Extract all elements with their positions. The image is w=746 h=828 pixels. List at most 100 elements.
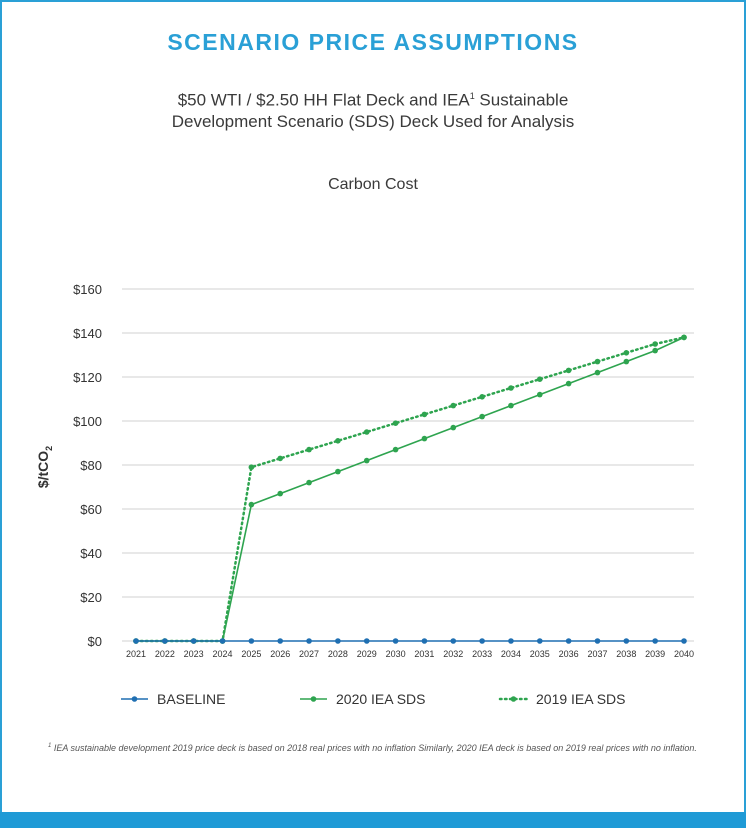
data-point [508, 385, 514, 391]
x-tick-label: 2035 [530, 649, 550, 659]
gridlines [122, 288, 694, 642]
y-tick-label: $60 [80, 502, 102, 517]
data-point [363, 429, 370, 435]
y-tick-label: $160 [73, 282, 102, 297]
data-point [536, 391, 543, 398]
x-tick-label: 2040 [674, 649, 694, 659]
legend-marker [310, 696, 317, 702]
data-point [335, 438, 341, 444]
x-tick-labels: 2021 2022 2023 2024 2025 2026 2027 2028 2029 2030… [126, 649, 694, 659]
y-tick-label: $140 [73, 326, 102, 341]
data-point [479, 638, 485, 644]
data-point [450, 638, 457, 644]
legend-label: 2020 IEA SDS [336, 691, 426, 707]
data-point [652, 341, 658, 347]
data-point [277, 455, 284, 462]
data-point [190, 638, 197, 644]
data-point [565, 380, 572, 387]
data-point [508, 638, 514, 644]
data-point [594, 638, 601, 644]
data-point [392, 446, 399, 453]
chart-title: Carbon Cost [328, 176, 418, 193]
footnote-marker: 1 [48, 743, 52, 749]
data-point [565, 638, 572, 644]
data-point [392, 638, 399, 644]
data-point [219, 638, 226, 644]
data-point [536, 638, 543, 644]
data-point [623, 638, 630, 644]
series-line [134, 336, 686, 643]
y-tick-label: $0 [88, 634, 102, 649]
x-tick-label: 2034 [501, 649, 521, 659]
data-point [652, 638, 658, 644]
subtitle-footnote-marker: 1 [469, 91, 475, 101]
subtitle-line1-post: Sustainable [474, 90, 569, 110]
x-tick-label: 2032 [443, 649, 463, 659]
data-point [248, 501, 255, 508]
data-point [479, 394, 485, 400]
data-point [277, 638, 284, 644]
x-tick-label: 2024 [213, 649, 233, 659]
data-point [335, 638, 341, 644]
bottom-accent-bar [0, 812, 746, 828]
data-point [421, 411, 428, 418]
x-tick-label: 2038 [616, 649, 636, 659]
data-point [306, 638, 312, 644]
data-point [479, 413, 485, 420]
data-point [248, 638, 255, 644]
legend-marker [510, 696, 517, 702]
data-point [363, 638, 370, 644]
y-tick-label: $20 [80, 590, 102, 605]
y-tick-labels: $0 $20 $40 $60 $80 $100 $120 $140 $160 [73, 282, 102, 649]
data-point [277, 490, 284, 497]
x-tick-label: 2033 [472, 649, 492, 659]
data-point [363, 457, 370, 464]
series-lines [133, 334, 687, 644]
data-point [162, 638, 168, 644]
legend-label: BASELINE [157, 691, 225, 707]
x-tick-label: 2039 [645, 649, 665, 659]
y-tick-label: $100 [73, 414, 102, 429]
data-point [594, 369, 601, 376]
data-point [421, 435, 428, 442]
y-axis-label: $/tCO2 [35, 446, 54, 488]
data-point [392, 420, 399, 427]
subtitle-line2: Development Scenario (SDS) Deck Used for… [171, 111, 575, 131]
x-tick-label: 2031 [414, 649, 434, 659]
data-point [652, 347, 658, 354]
y-axis-label-subscript: 2 [44, 446, 54, 451]
data-point [623, 350, 630, 356]
legend-marker [131, 696, 138, 702]
chart-subtitle: $50 WTI / $2.50 HH Flat Deck and IEA1 Su… [0, 86, 746, 132]
data-point [594, 358, 601, 365]
data-point [536, 376, 543, 383]
data-point [133, 638, 139, 644]
y-axis-label-text: $/tCO [35, 451, 51, 488]
data-point [623, 358, 630, 365]
data-point [565, 367, 572, 374]
data-point [306, 479, 312, 486]
x-tick-label: 2030 [386, 649, 406, 659]
x-tick-label: 2029 [357, 649, 377, 659]
data-point [421, 638, 428, 644]
x-tick-label: 2027 [299, 649, 319, 659]
x-tick-label: 2037 [587, 649, 607, 659]
legend: BASELINE 2020 IEA SDS 2019 IEA SDS [121, 691, 626, 707]
footnote-text: IEA sustainable development 2019 price d… [51, 743, 697, 753]
legend-label: 2019 IEA SDS [536, 691, 626, 707]
x-tick-label: 2023 [184, 649, 204, 659]
y-tick-label: $40 [80, 546, 102, 561]
y-tick-label: $80 [80, 458, 102, 473]
x-tick-label: 2022 [155, 649, 175, 659]
data-point [306, 446, 312, 453]
x-tick-label: 2028 [328, 649, 348, 659]
footnote: 1 IEA sustainable development 2019 price… [48, 740, 718, 755]
series-line [136, 336, 685, 642]
x-tick-label: 2021 [126, 649, 146, 659]
data-point [508, 402, 514, 409]
x-tick-label: 2036 [559, 649, 579, 659]
data-point [681, 638, 687, 644]
subtitle-line1-pre: $50 WTI / $2.50 HH Flat Deck and IEA [177, 90, 470, 110]
